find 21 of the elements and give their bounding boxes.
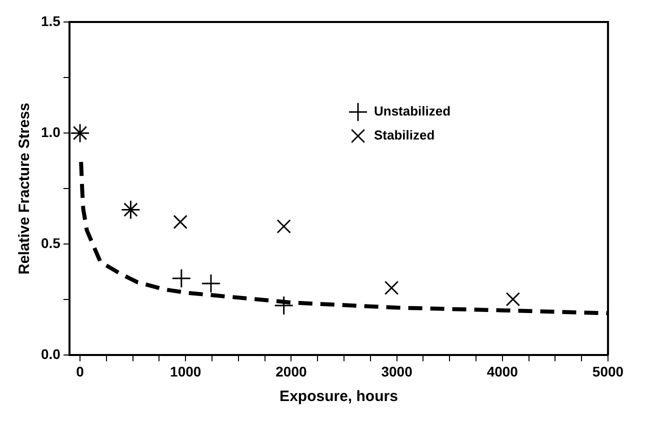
y-axis-title: Relative Fracture Stress [16, 102, 34, 274]
x-axis-title: Exposure, hours [280, 388, 398, 406]
point [276, 219, 291, 234]
point [384, 280, 399, 296]
point [201, 274, 221, 294]
x-tick-label: 5000 [592, 363, 624, 380]
x-tick-label: 0 [76, 363, 84, 380]
x-tick-label: 1000 [170, 363, 202, 380]
x-tick-label: 2000 [276, 363, 307, 380]
y-tick-label: 0.0 [40, 346, 61, 362]
point [172, 268, 192, 288]
y-tick-label: 1.0 [40, 124, 61, 140]
y-tick-label: 1.5 [40, 12, 61, 29]
point [274, 296, 294, 316]
legend-label: Unstabilized [374, 104, 451, 119]
point [506, 292, 520, 306]
x-tick-label: 4000 [486, 363, 518, 380]
x-tick-label: 3000 [381, 363, 413, 380]
y-tick-label: 0.5 [40, 234, 61, 251]
point [173, 214, 188, 230]
legend-label: Stabilized [374, 128, 435, 143]
